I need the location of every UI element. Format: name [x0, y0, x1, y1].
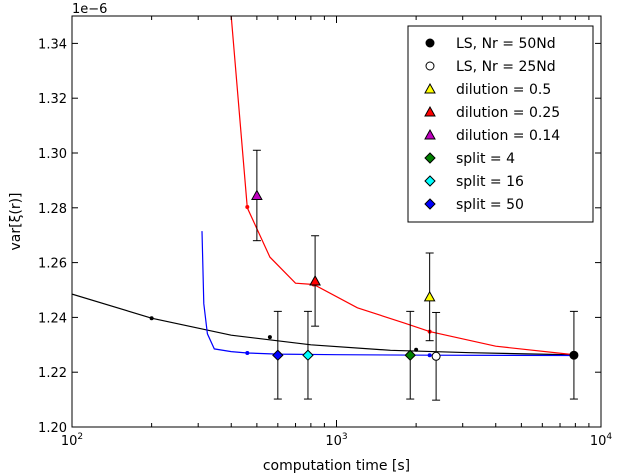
curve-dot-2-1: [427, 353, 432, 358]
marker-0: [569, 350, 579, 360]
legend-label-3: dilution = 0.25: [456, 105, 560, 121]
curve-dot-2-0: [245, 351, 250, 356]
legend-label-2: dilution = 0.5: [456, 82, 551, 98]
marker-5: [404, 349, 416, 361]
y-tick-label-5: 1.30: [38, 147, 67, 162]
marker-6: [302, 349, 314, 361]
legend-marker-6: [424, 175, 436, 187]
curve-sample-dots: [149, 204, 432, 358]
curve-2: [201, 231, 576, 357]
marker-3: [309, 274, 321, 286]
legend-label-5: split = 4: [456, 151, 515, 167]
y-axis-multiplier: 1e−6: [72, 2, 107, 17]
y-tick-label-7: 1.34: [38, 37, 67, 52]
curve-1: [230, 16, 576, 356]
curve-dot-0-1: [267, 335, 272, 340]
x-tick-label-0: 102: [61, 432, 83, 449]
marker-1: [431, 351, 441, 361]
y-axis-label: var[ξ(r)]: [8, 192, 24, 250]
legend-marker-5: [424, 152, 436, 164]
y-tick-label-4: 1.28: [38, 202, 67, 217]
x-tick-exponent-0: 2: [77, 432, 83, 442]
y-tick-label-6: 1.32: [38, 92, 67, 107]
y-tick-label-1: 1.22: [38, 366, 67, 381]
legend-marker-4: [424, 128, 436, 140]
legend-label-6: split = 16: [456, 174, 524, 190]
legend-box: [407, 25, 594, 223]
y-tick-label-3: 1.26: [38, 257, 67, 272]
curve-dot-0-2: [414, 347, 419, 352]
legend: LS, Nr = 50Nd LS, Nr = 25Nd dilution = 0.5…: [407, 25, 594, 223]
curve-dot-1-0: [245, 204, 250, 209]
legend-marker-1: [425, 61, 435, 71]
legend-label-4: dilution = 0.14: [456, 128, 560, 144]
marker-2: [423, 290, 436, 302]
legend-label-7: split = 50: [456, 197, 524, 213]
marker-4: [251, 189, 263, 200]
x-tick-label-1: 103: [325, 432, 347, 449]
x-tick-label-2: 104: [590, 432, 613, 449]
x-axis-label: computation time [s]: [263, 458, 410, 474]
curve-0: [72, 293, 576, 356]
legend-marker-3: [424, 105, 436, 117]
legend-marker-7: [424, 198, 436, 210]
legend-marker-0: [425, 38, 435, 48]
x-tick-exponent-1: 3: [342, 432, 348, 442]
curve-dot-0-0: [149, 316, 154, 321]
legend-marker-2: [424, 82, 436, 94]
y-tick-label-0: 1.20: [38, 421, 67, 436]
legend-label-0: LS, Nr = 50Nd: [456, 36, 556, 52]
axis-ticks: 1.20 1.22 1.24 1.26 1.28 1.30 1.32 1.34 102 103 10…: [38, 16, 612, 449]
y-tick-label-2: 1.24: [38, 311, 67, 326]
x-tick-exponent-2: 4: [606, 432, 612, 442]
marker-7: [272, 349, 284, 361]
legend-label-1: LS, Nr = 25Nd: [456, 59, 556, 75]
data-markers: [251, 189, 579, 361]
